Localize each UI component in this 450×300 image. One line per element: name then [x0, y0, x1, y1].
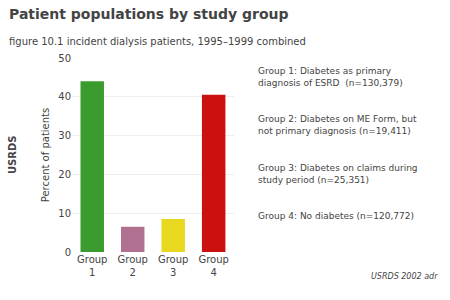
svg-text:Group3: Group3: [158, 254, 188, 278]
svg-text:Group 4: No diabetes (n=120,77: Group 4: No diabetes (n=120,772): [258, 211, 414, 221]
svg-text:USRDS 2002 adr: USRDS 2002 adr: [371, 272, 438, 281]
svg-text:Group2: Group2: [117, 254, 147, 278]
svg-text:Group1: Group1: [77, 254, 107, 278]
svg-text:Group 3: Diabetes on claims du: Group 3: Diabetes on claims duringstudy …: [258, 163, 418, 185]
svg-text:USRDS: USRDS: [7, 135, 18, 174]
svg-text:Patient populations by study g: Patient populations by study group: [9, 6, 289, 22]
svg-text:30: 30: [58, 130, 71, 141]
svg-text:Percent of patients: Percent of patients: [40, 108, 51, 202]
svg-text:Group4: Group4: [198, 254, 228, 278]
svg-text:50: 50: [58, 53, 71, 64]
svg-text:20: 20: [58, 169, 71, 180]
svg-text:10: 10: [58, 208, 71, 219]
svg-text:Group 2: Diabetes on ME Form,: Group 2: Diabetes on ME Form, butnot pri…: [258, 114, 417, 136]
svg-text:40: 40: [58, 91, 71, 102]
svg-text:figure 10.1 incident dialysis: figure 10.1 incident dialysis patients, …: [9, 36, 306, 47]
svg-text:0: 0: [65, 247, 71, 258]
svg-text:Group 1: Diabetes as primarydi: Group 1: Diabetes as primarydiagnosis of…: [258, 66, 403, 88]
